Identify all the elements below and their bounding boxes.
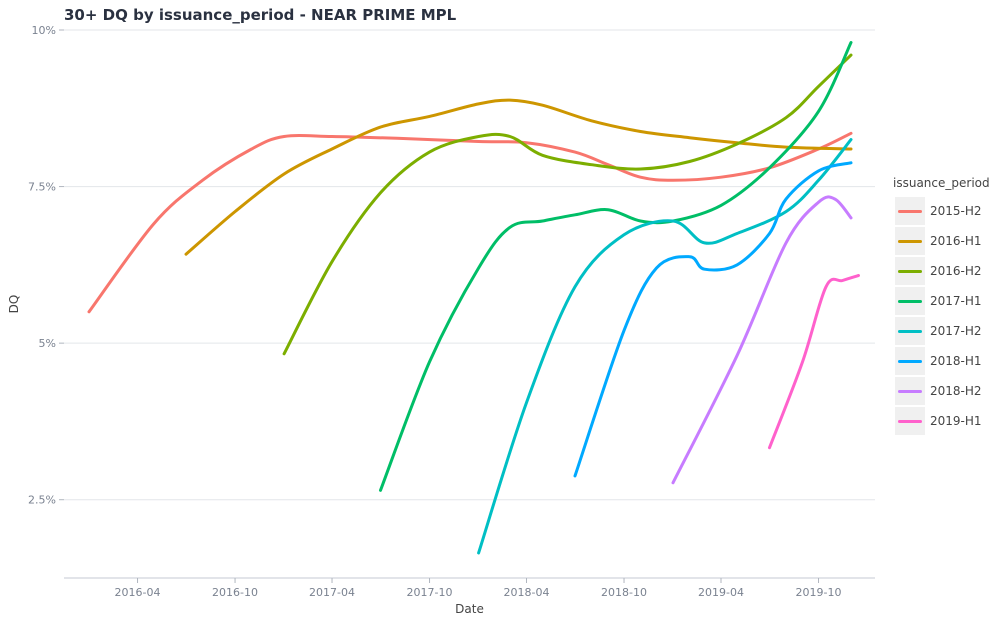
y-tick-label: 2.5% <box>28 494 56 507</box>
legend-label: 2016-H1 <box>930 234 982 248</box>
legend-label: 2018-H2 <box>930 384 982 398</box>
legend-item-2017-H1[interactable]: 2017-H1 <box>893 286 997 316</box>
legend-item-2016-H2[interactable]: 2016-H2 <box>893 256 997 286</box>
series-line-2019-H1 <box>768 274 860 450</box>
series-line-2018-H2 <box>671 195 853 485</box>
series-line-2017-H1 <box>379 41 853 492</box>
legend-label: 2017-H2 <box>930 324 982 338</box>
legend-item-2015-H2[interactable]: 2015-H2 <box>893 196 997 226</box>
series-line-2016-H2 <box>282 53 853 356</box>
series-line-2015-H2 <box>87 131 853 314</box>
x-tick-label: 2017-04 <box>309 586 355 599</box>
y-axis-label: DQ <box>7 295 21 314</box>
x-tick-label: 2017-10 <box>407 586 453 599</box>
legend-key <box>895 317 925 345</box>
chart-title: 30+ DQ by issuance_period - NEAR PRIME M… <box>64 6 457 24</box>
legend-key <box>895 347 925 375</box>
legend-key <box>895 197 925 225</box>
legend-swatch <box>898 419 922 423</box>
y-tick-label: 10% <box>32 24 56 37</box>
legend-key <box>895 287 925 315</box>
legend-title: issuance_period <box>893 176 990 190</box>
series-line-2018-H1 <box>573 161 853 478</box>
x-tick-label: 2016-04 <box>115 586 161 599</box>
legend-item-2018-H2[interactable]: 2018-H2 <box>893 376 997 406</box>
x-tick-label: 2018-04 <box>504 586 550 599</box>
legend-key <box>895 377 925 405</box>
legend: issuance_period 2015-H2 2016-H1 2016-H2 201… <box>893 176 997 436</box>
legend-label: 2016-H2 <box>930 264 982 278</box>
legend-label: 2019-H1 <box>930 414 982 428</box>
legend-label: 2015-H2 <box>930 204 982 218</box>
legend-key <box>895 407 925 435</box>
legend-key <box>895 227 925 255</box>
legend-swatch <box>898 389 922 393</box>
x-tick-label: 2016-10 <box>212 586 258 599</box>
legend-label: 2017-H1 <box>930 294 982 308</box>
series-line-2016-H1 <box>184 98 853 256</box>
legend-swatch <box>898 299 922 303</box>
legend-item-2016-H1[interactable]: 2016-H1 <box>893 226 997 256</box>
legend-swatch <box>898 269 922 273</box>
y-tick-label: 7.5% <box>28 181 56 194</box>
y-tick-label: 5% <box>39 337 56 350</box>
legend-key <box>895 257 925 285</box>
legend-label: 2018-H1 <box>930 354 982 368</box>
legend-item-2017-H2[interactable]: 2017-H2 <box>893 316 997 346</box>
legend-swatch <box>898 359 922 363</box>
legend-swatch <box>898 329 922 333</box>
x-tick-label: 2019-04 <box>698 586 744 599</box>
legend-item-2018-H1[interactable]: 2018-H1 <box>893 346 997 376</box>
x-axis-label: Date <box>455 602 484 616</box>
legend-swatch <box>898 239 922 243</box>
x-tick-label: 2019-10 <box>796 586 842 599</box>
legend-item-2019-H1[interactable]: 2019-H1 <box>893 406 997 436</box>
legend-swatch <box>898 209 922 213</box>
series-line-2017-H2 <box>477 138 853 555</box>
x-tick-label: 2018-10 <box>601 586 647 599</box>
